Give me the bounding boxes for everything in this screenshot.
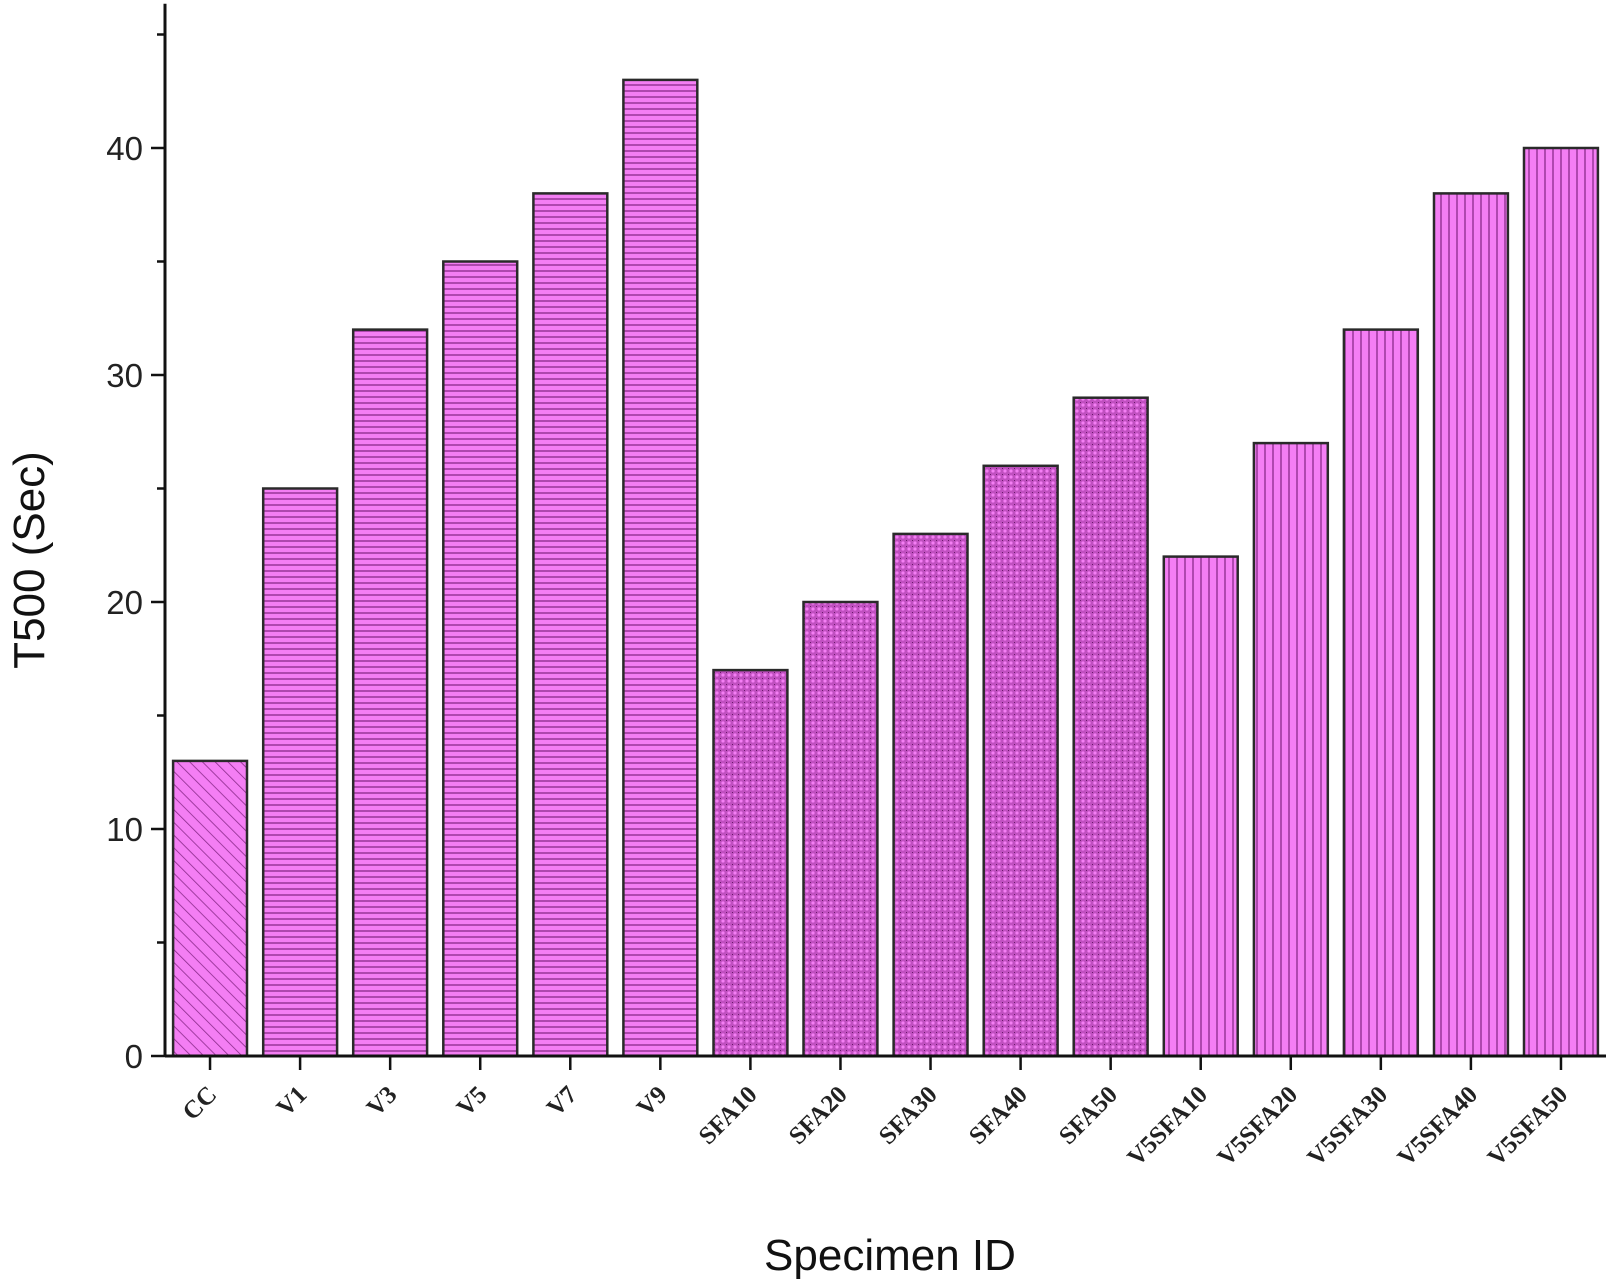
x-tick-label-v1: V1 (272, 1081, 313, 1122)
x-tick-label-v5sfa10: V5SFA10 (1122, 1081, 1212, 1171)
x-tick-label-sfa40: SFA40 (964, 1081, 1033, 1150)
x-tick-label-v5sfa40: V5SFA40 (1393, 1081, 1483, 1171)
bar-v5sfa10 (1162, 555, 1239, 1058)
bar-v7 (532, 192, 609, 1058)
bar-v5sfa50 (1522, 146, 1600, 1058)
x-tick-label-sfa50: SFA50 (1054, 1081, 1123, 1150)
bar-sfa40 (982, 464, 1059, 1058)
y-tick-label: 30 (106, 357, 143, 394)
bars-group (171, 78, 1600, 1058)
axes-group (151, 3, 1606, 1070)
x-tick-label-v9: V9 (632, 1081, 673, 1122)
bar-cc (171, 759, 249, 1058)
x-axis-title: Specimen ID (764, 1231, 1016, 1280)
y-axis-title: T500 (Sec) (5, 451, 54, 669)
bar-v9 (622, 78, 699, 1058)
bar-v5sfa20 (1252, 441, 1330, 1058)
x-tick-label-v5sfa20: V5SFA20 (1213, 1081, 1303, 1171)
y-tick-label: 40 (106, 130, 143, 167)
y-tick-label: 0 (125, 1038, 143, 1075)
bar-v5sfa40 (1432, 192, 1510, 1058)
x-tick-label-v5: V5 (452, 1081, 493, 1122)
bar-sfa30 (892, 532, 969, 1058)
bar-v5sfa30 (1342, 328, 1420, 1058)
bar-v3 (351, 328, 429, 1058)
x-tick-label-sfa10: SFA10 (694, 1081, 763, 1150)
x-tick-label-sfa30: SFA30 (874, 1081, 943, 1150)
bar-v5 (442, 260, 519, 1058)
x-tick-label-v7: V7 (542, 1081, 583, 1122)
y-tick-label: 10 (106, 811, 143, 848)
x-tick-label-v3: V3 (362, 1081, 403, 1122)
x-tick-labels: CC V1 V3 V5 V7 V9 SFA10 SFA20 SFA30 SFA40 SFA50 V5S… (178, 1081, 1574, 1171)
x-tick-label-sfa20: SFA20 (784, 1081, 853, 1150)
bar-sfa10 (712, 668, 789, 1058)
y-tick-labels: 0 10 20 30 40 (106, 130, 143, 1075)
bar-v1 (261, 487, 339, 1058)
x-tick-label-cc: CC (178, 1081, 223, 1126)
x-tick-label-v5sfa30: V5SFA30 (1303, 1081, 1393, 1171)
bar-sfa50 (1072, 396, 1149, 1058)
y-tick-label: 20 (106, 584, 143, 621)
x-tick-label-v5sfa50: V5SFA50 (1483, 1081, 1573, 1171)
bar-sfa20 (802, 600, 879, 1058)
